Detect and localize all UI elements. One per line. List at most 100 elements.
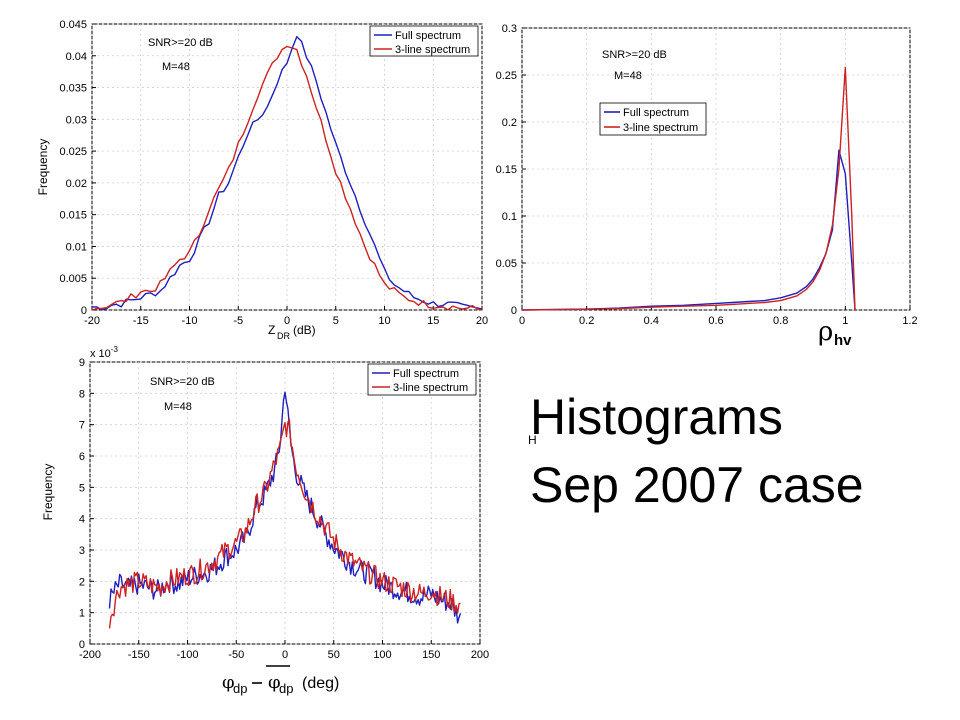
zdr-y-tick-label: 0.03 — [66, 114, 87, 126]
zdr-x-axis-label-main: Z — [268, 323, 275, 337]
rhohv-x-tick-label: 1.2 — [902, 315, 917, 327]
zdr-y-tick-label: 0.04 — [66, 51, 87, 63]
rhohv-x-tick-label: 0.6 — [708, 315, 723, 327]
rhohv-x-axis-symbol: ρ — [818, 317, 833, 347]
rhohv-legend-box — [599, 102, 707, 136]
phidp-x-ticks: -200 -150 -100 -50 0 50 100 150 200 — [79, 640, 489, 661]
phidp-y-tick-label: 8 — [79, 388, 85, 400]
rhohv-legend-3line-label: 3-line spectrum — [623, 122, 698, 134]
phidp-x-unit: (deg) — [302, 675, 339, 692]
phidp-y-tick-label: 1 — [79, 608, 85, 620]
zdr-y-tick-label: 0.025 — [59, 146, 87, 158]
phidp-x-tick-label: -200 — [79, 649, 101, 661]
rhohv-y-ticks: 0 0.05 0.1 0.15 0.2 0.25 0.3 — [496, 23, 526, 317]
rhohv-x-tick-label: 0 — [519, 315, 525, 327]
phidp-annotation-m: M=48 — [164, 401, 192, 413]
zdr-series-three-line-spectrum — [91, 45, 483, 311]
rhohv-y-tick-label: 0.25 — [496, 70, 517, 82]
zdr-x-tick-label: -10 — [182, 315, 198, 327]
zdr-plot-frame — [91, 23, 483, 311]
stray-mark: H — [528, 433, 537, 447]
rhohv-y-tick-label: 0.2 — [502, 117, 517, 129]
phidp-x-symbol-1: φ — [222, 672, 235, 693]
zdr-y-axis-label: Frequency — [36, 139, 50, 196]
zdr-x-tick-label: 20 — [476, 315, 488, 327]
rhohv-y-tick-label: 0.1 — [502, 211, 517, 223]
rhohv-annotation-snr: SNR>=20 dB — [602, 49, 667, 61]
rhohv-legend: Full spectrum 3-line spectrum — [599, 102, 707, 136]
phidp-y-ticks: 0 1 2 3 4 5 6 7 8 9 — [79, 357, 94, 651]
phidp-x-tick-label: -150 — [128, 649, 150, 661]
zdr-annotation-snr: SNR>=20 dB — [148, 37, 213, 49]
phidp-y-tick-label: 4 — [79, 514, 85, 526]
zdr-x-tick-label: 10 — [378, 315, 390, 327]
zdr-y-ticks: 0 0.005 0.01 0.015 0.02 0.025 0.03 0.035 0.04 0.0… — [59, 19, 96, 317]
slide-title-line2: Sep 2007 case — [530, 457, 864, 513]
zdr-x-axis-label-unit: (dB) — [293, 323, 316, 337]
zdr-x-ticks: -20 -15 -10 -5 0 5 10 15 20 — [84, 306, 488, 327]
phidp-y-axis-label: Frequency — [41, 464, 55, 521]
phidp-x-symbol-2: φ — [268, 672, 281, 693]
zdr-x-tick-label: 15 — [427, 315, 439, 327]
phidp-y-tick-label: 0 — [79, 639, 85, 651]
phidp-x-tick-label: -50 — [228, 649, 244, 661]
rhohv-y-tick-label: 0.3 — [502, 23, 517, 35]
rhohv-legend-full-label: Full spectrum — [623, 107, 689, 119]
rhohv-y-tick-label: 0 — [511, 305, 517, 317]
phidp-histogram-chart: 0 1 2 3 4 5 6 7 8 9 -200 -150 -100 -50 0 50 100 150 200 x… — [41, 345, 489, 696]
zdr-y-tick-label: 0.035 — [59, 83, 87, 95]
zdr-y-tick-label: 0.005 — [59, 273, 87, 285]
zdr-histogram-chart: 0 0.005 0.01 0.015 0.02 0.025 0.03 0.035 0.04 0.0… — [36, 19, 488, 341]
phidp-x-tick-label: 0 — [282, 649, 288, 661]
phidp-y-tick-label: 7 — [79, 420, 85, 432]
zdr-y-tick-label: 0 — [81, 305, 87, 317]
phidp-legend-full-label: Full spectrum — [393, 368, 459, 380]
zdr-x-axis-label-sub: DR — [277, 331, 290, 341]
phidp-x-sub-1: dp — [233, 681, 247, 696]
rhohv-y-tick-label: 0.15 — [496, 164, 517, 176]
zdr-x-tick-label: -15 — [133, 315, 149, 327]
phidp-y-tick-label: 3 — [79, 545, 85, 557]
slide-title-line1: Histograms — [530, 389, 783, 445]
rhohv-x-axis-sub: hv — [834, 332, 852, 349]
rhohv-series-three-line-spectrum — [521, 66, 856, 311]
phidp-series-group — [108, 391, 462, 629]
zdr-y-tick-label: 0.045 — [59, 19, 87, 31]
phidp-x-tick-label: 200 — [471, 649, 489, 661]
rhohv-x-ticks: 0 0.2 0.4 0.6 0.8 1 1.2 — [519, 306, 918, 327]
zdr-legend: Full spectrum 3-line spectrum — [369, 25, 479, 57]
rhohv-series-group — [521, 66, 856, 311]
phidp-x-tick-label: -100 — [176, 649, 198, 661]
rhohv-y-tick-label: 0.05 — [496, 258, 517, 270]
zdr-legend-3line-label: 3-line spectrum — [395, 44, 470, 56]
zdr-y-tick-label: 0.015 — [59, 210, 87, 222]
phidp-legend-box — [367, 363, 477, 396]
phidp-legend-3line-label: 3-line spectrum — [393, 382, 468, 394]
zdr-x-tick-label: -5 — [233, 315, 243, 327]
zdr-series-full-spectrum — [91, 36, 483, 311]
zdr-x-tick-label: 0 — [284, 315, 290, 327]
zdr-legend-full-label: Full spectrum — [395, 30, 461, 42]
rhohv-x-tick-label: 1 — [842, 315, 848, 327]
phidp-series-three-line-spectrum — [108, 418, 461, 629]
phidp-y-tick-label: 6 — [79, 451, 85, 463]
phidp-x-axis-label: φ dp φ dp (deg) — [222, 665, 339, 696]
zdr-grid — [91, 23, 483, 311]
rhohv-x-tick-label: 0.4 — [644, 315, 659, 327]
rhohv-annotation-m: M=48 — [614, 70, 642, 82]
rhohv-x-tick-label: 0.2 — [579, 315, 594, 327]
zdr-x-tick-label: 5 — [333, 315, 339, 327]
zdr-legend-box — [369, 25, 479, 57]
phidp-x-tick-label: 100 — [373, 649, 391, 661]
phidp-y-tick-label: 5 — [79, 482, 85, 494]
phidp-annotation-snr: SNR>=20 dB — [150, 376, 215, 388]
phidp-x-sub-2: dp — [279, 681, 293, 696]
zdr-y-tick-label: 0.01 — [66, 241, 87, 253]
phidp-legend: Full spectrum 3-line spectrum — [367, 363, 477, 396]
phidp-y-multiplier: x 10-3 — [90, 345, 118, 360]
phidp-y-tick-label: 2 — [79, 576, 85, 588]
phidp-y-tick-label: 9 — [79, 357, 85, 369]
zdr-series-group — [91, 36, 483, 311]
zdr-y-tick-label: 0.02 — [66, 178, 87, 190]
